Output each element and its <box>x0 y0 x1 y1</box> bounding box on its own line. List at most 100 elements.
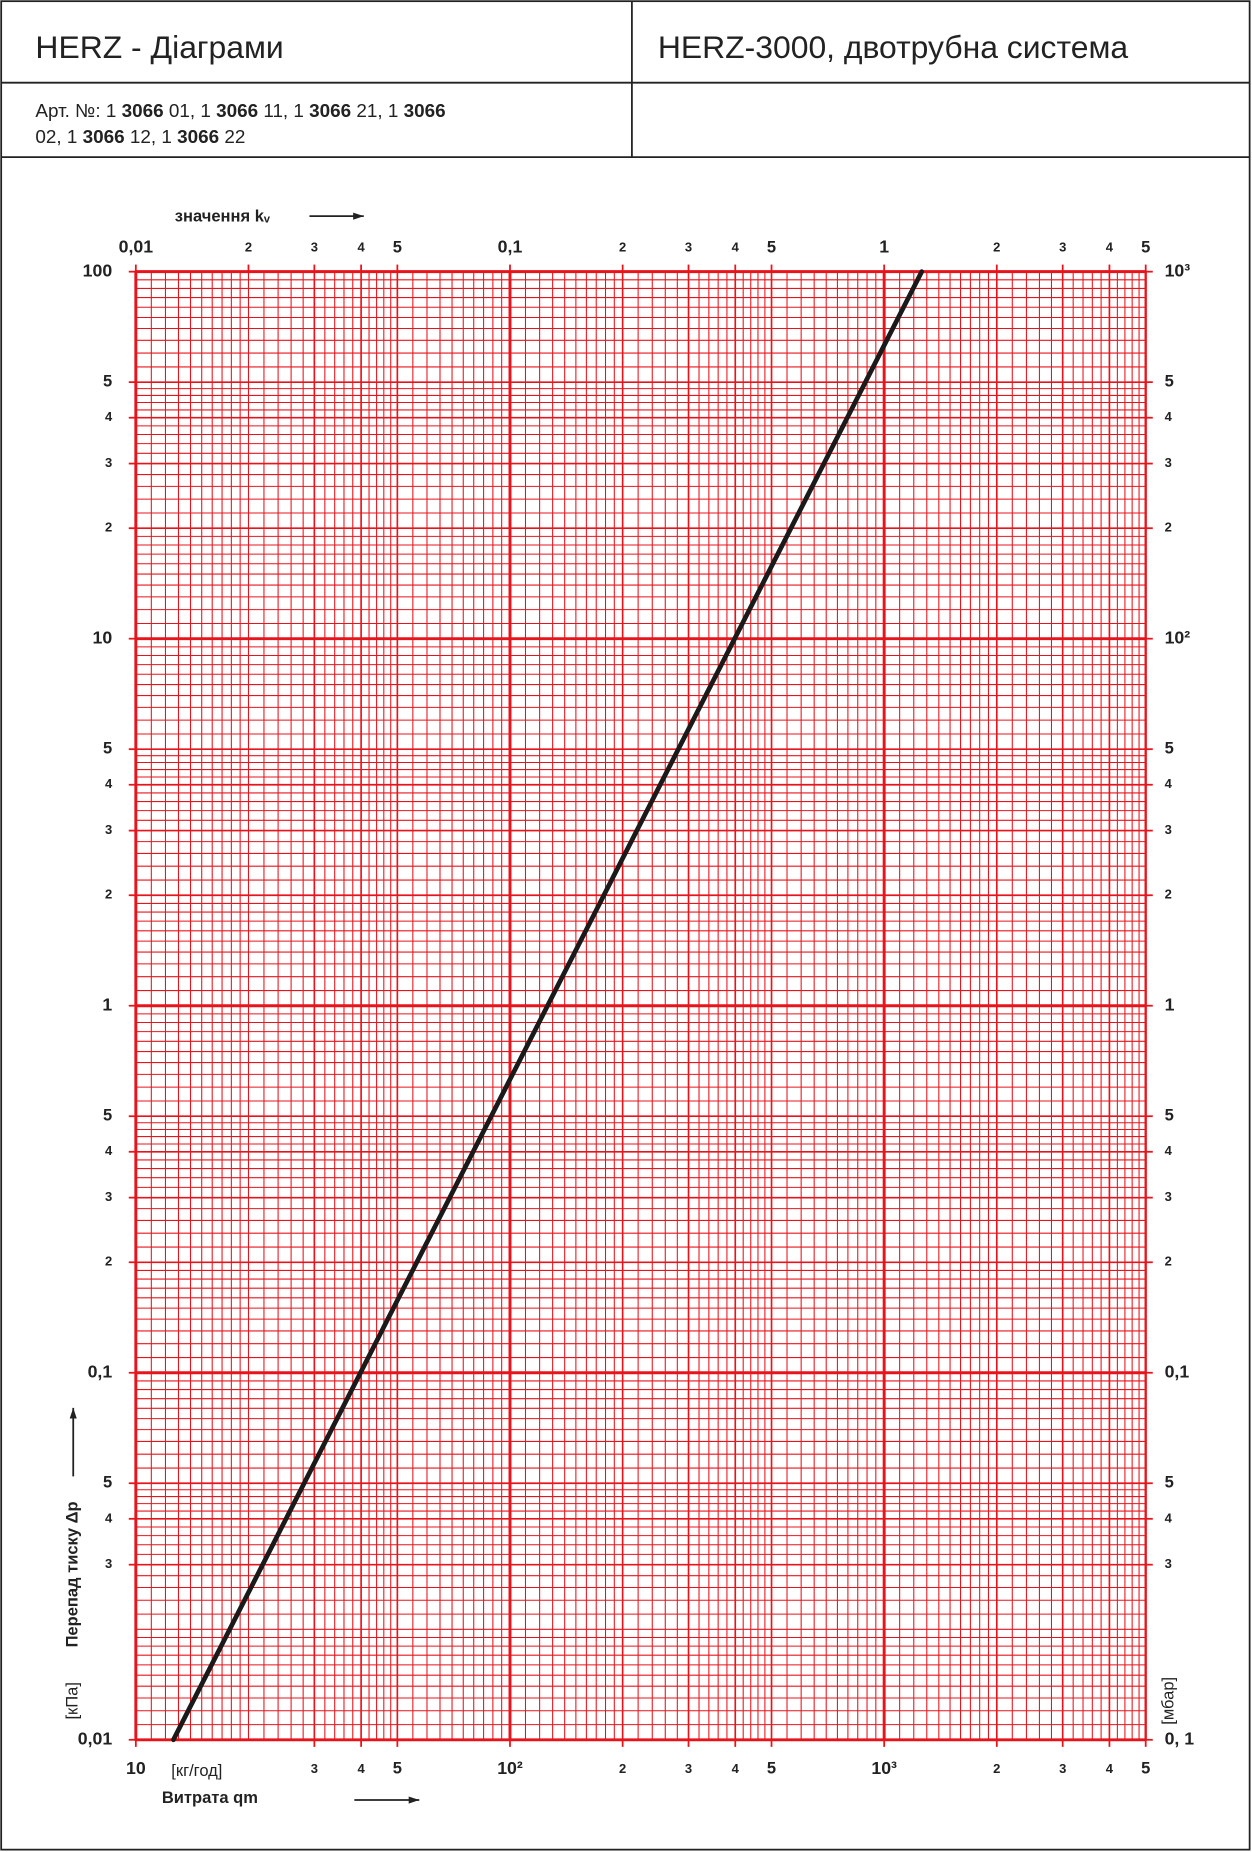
y2-tick-label: 4 <box>1165 1510 1173 1525</box>
y-tick-label: 3 <box>105 455 112 470</box>
y2-tick-label: 4 <box>1165 776 1173 791</box>
y2-tick-label: 5 <box>1165 1106 1174 1125</box>
y-tick-label: 1 <box>102 994 112 1014</box>
x2-tick-label: 1 <box>879 237 889 257</box>
x-tick-label: 5 <box>393 1759 402 1778</box>
x2-tick-label: 4 <box>357 239 365 254</box>
y-tick-label: 3 <box>105 1189 112 1204</box>
y-tick-label: 2 <box>105 520 112 535</box>
x2-tick-label: 4 <box>1106 239 1114 254</box>
curve <box>171 269 925 1743</box>
arrow-head <box>408 1796 420 1804</box>
article-line: 02, 1 3066 12, 1 3066 22 <box>35 127 245 148</box>
x2-tick-label: 3 <box>311 239 318 254</box>
x-tick-label: 3 <box>685 1761 692 1776</box>
x2-tick-label: 2 <box>245 239 252 254</box>
x-tick-label: 2 <box>619 1761 626 1776</box>
y2-tick-label: 10³ <box>1165 260 1191 280</box>
y2-tick-label: 5 <box>1165 372 1174 391</box>
x-tick-label: 3 <box>311 1761 318 1776</box>
x2-tick-label: 0,01 <box>119 237 154 257</box>
x-tick-label: 5 <box>767 1759 776 1778</box>
y-tick-label: 5 <box>103 739 112 758</box>
x-tick-label: 10³ <box>871 1758 897 1778</box>
y2-tick-label: 3 <box>1165 822 1172 837</box>
y-tick-label: 4 <box>105 1510 113 1525</box>
article-part: 22 <box>219 127 245 148</box>
y2-tick-label: 2 <box>1165 520 1172 535</box>
y2-tick-label: 0,1 <box>1165 1361 1190 1381</box>
x-axis-unit: [кг/год] <box>171 1761 222 1780</box>
y2-tick-label: 4 <box>1165 409 1173 424</box>
x2-tick-label: 3 <box>685 239 692 254</box>
x2-tick-label: 0,1 <box>498 237 523 257</box>
article-part: 12, 1 <box>125 127 177 148</box>
plot <box>134 270 1147 1742</box>
article-part: 3066 <box>177 127 219 148</box>
x-axis-label: Витрата qm <box>162 1788 258 1807</box>
y-axis-label: Перепад тиску Δp <box>63 1501 82 1647</box>
article-line: Арт. №: 1 3066 01, 1 3066 11, 1 3066 21,… <box>35 101 445 122</box>
top-axis-label: значення kᵥ <box>175 207 271 226</box>
y-axis-unit: [кПа] <box>63 1682 82 1719</box>
x2-tick-label: 2 <box>619 239 626 254</box>
y2-tick-label: 4 <box>1165 1143 1173 1158</box>
y-tick-label: 10 <box>93 627 113 647</box>
article-part: 3066 <box>216 101 258 122</box>
y2-tick-label: 10² <box>1165 627 1191 647</box>
x2-tick-label: 5 <box>1141 237 1150 256</box>
y-tick-label: 5 <box>103 1106 112 1125</box>
y2-tick-label: 1 <box>1165 994 1175 1014</box>
y-tick-label: 5 <box>103 372 112 391</box>
x-tick-label: 10² <box>497 1758 523 1778</box>
y-tick-label: 4 <box>105 1143 113 1158</box>
y-tick-label: 4 <box>105 409 113 424</box>
header-title: HERZ - Діаграми <box>35 29 283 65</box>
article-part: 01, 1 <box>164 101 216 122</box>
y-tick-label: 4 <box>105 776 113 791</box>
y-tick-label: 0,01 <box>78 1728 113 1748</box>
x-tick-label: 3 <box>1059 1761 1066 1776</box>
x-tick-label: 5 <box>1141 1759 1150 1778</box>
y2-tick-label: 0, 1 <box>1165 1728 1195 1748</box>
y2-tick-label: 5 <box>1165 1473 1174 1492</box>
y-tick-label: 2 <box>105 887 112 902</box>
article-part: 11, 1 <box>258 101 309 122</box>
y2-tick-label: 2 <box>1165 1254 1172 1269</box>
article-part: 3066 <box>404 101 446 122</box>
y2-tick-label: 3 <box>1165 455 1172 470</box>
y-tick-label: 0,1 <box>88 1361 113 1381</box>
x-tick-label: 2 <box>993 1761 1000 1776</box>
x-tick-label: 4 <box>1106 1761 1114 1776</box>
y-tick-label: 3 <box>105 822 112 837</box>
x2-tick-label: 2 <box>993 239 1000 254</box>
x-tick-label: 4 <box>357 1761 365 1776</box>
x-tick-label: 4 <box>732 1761 740 1776</box>
y2-tick-label: 2 <box>1165 887 1172 902</box>
article-part: 21, 1 <box>351 101 403 122</box>
x2-tick-label: 5 <box>767 237 776 256</box>
article-part: 3066 <box>122 101 164 122</box>
x2-tick-label: 4 <box>732 239 740 254</box>
article-part: 3066 <box>83 127 125 148</box>
y-tick-label: 2 <box>105 1254 112 1269</box>
article-part: 02, 1 <box>35 127 82 148</box>
y2-axis-unit: [мбар] <box>1159 1677 1178 1725</box>
x-tick-label: 10 <box>126 1758 146 1778</box>
header-product: HERZ-3000, двотрубна система <box>658 29 1128 65</box>
y-tick-label: 3 <box>105 1556 112 1571</box>
arrow-head <box>69 1407 77 1419</box>
y-tick-label: 5 <box>103 1473 112 1492</box>
y2-tick-label: 3 <box>1165 1556 1172 1571</box>
arrow-head <box>353 212 364 220</box>
article-part: Арт. №: 1 <box>35 101 121 122</box>
x2-tick-label: 3 <box>1059 239 1066 254</box>
x2-tick-label: 5 <box>393 237 402 256</box>
article-part: 3066 <box>309 101 351 122</box>
y2-tick-label: 5 <box>1165 739 1174 758</box>
y-tick-label: 100 <box>83 260 113 280</box>
y2-tick-label: 3 <box>1165 1189 1172 1204</box>
